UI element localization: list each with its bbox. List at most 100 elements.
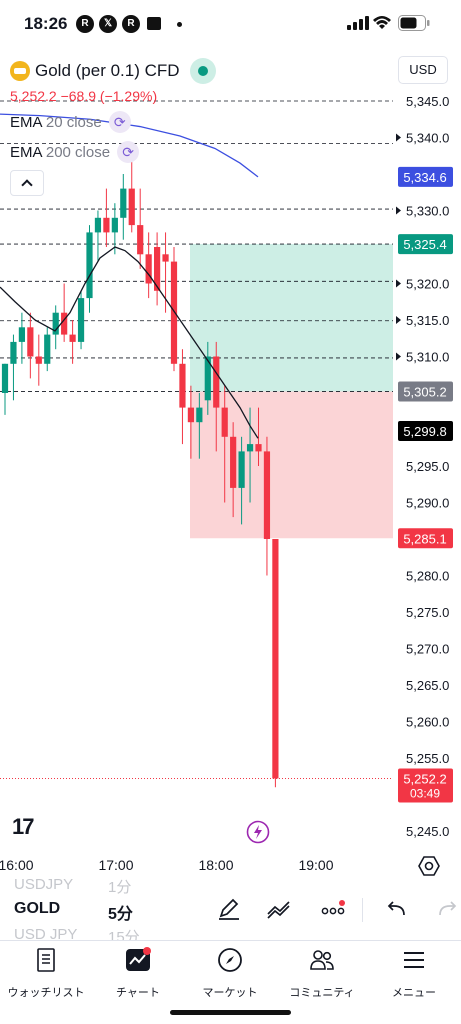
line-marker [396,279,401,288]
currency-button[interactable]: USD [398,56,448,84]
trend-lines-icon[interactable] [266,896,292,922]
price-axis-label: 5,345.0 [406,94,449,109]
status-time: 18:26 [24,14,68,33]
nav-label: コミュニティ [289,987,355,999]
candle [263,451,271,539]
candle [255,444,262,452]
refresh-icon[interactable]: ⟳ [108,111,131,133]
candle [10,341,17,364]
compass-icon [218,948,242,972]
indicator-params: 200 close [45,143,111,161]
price-tag-label: 5,305.2 [403,385,446,400]
candle [111,217,118,233]
price-tag-label: 5,252.2 [403,771,446,786]
indicator-name: EMA [10,143,42,161]
active-timeframe[interactable]: 5分 [108,906,133,923]
menu-icon [404,952,424,968]
line-marker [396,206,401,215]
candle [221,407,228,437]
nav-label: メニュー [392,987,436,999]
undo-icon[interactable] [384,896,410,922]
chart-icon [126,947,151,971]
x-icon: 𝕏 [99,15,117,33]
price-tag [398,528,453,549]
pencil-icon[interactable] [216,896,242,922]
nav-chart[interactable]: チャート [92,947,184,1000]
chevron-up-icon [21,179,33,191]
indicator-ema200[interactable]: EMA 200 close ⟳ [10,141,140,163]
candle [230,436,237,488]
redo-icon[interactable] [434,896,460,922]
candle [162,254,169,262]
price-change: 5,252.2 −68.9 (−1.29%) [10,88,158,104]
price-tag [398,234,453,255]
signal-icon [347,16,369,30]
timeframe-option[interactable]: 1分 [108,879,132,896]
refresh-icon[interactable]: ⟳ [117,141,140,163]
home-indicator [170,1010,291,1015]
nav-menu[interactable]: メニュー [368,947,460,1000]
time-axis-label: 17:00 [98,857,133,873]
candle [246,444,254,452]
price-tag [398,420,453,441]
candle [187,407,194,423]
price-axis-label: 5,270.0 [406,642,449,657]
ema20-line [0,246,259,439]
candle [204,356,211,401]
more-options-icon[interactable] [320,896,346,922]
price-axis-label: 5,275.0 [406,605,449,620]
price-axis-label: 5,280.0 [406,569,449,584]
nav-market[interactable]: マーケット [184,947,276,1000]
indicator-name: EMA [10,113,42,131]
candle [179,363,186,408]
symbol-legend[interactable]: Gold (per 0.1) CFD [10,58,216,84]
collapse-legend-button[interactable] [10,170,44,196]
loss-zone [190,391,393,539]
price-tag-label: 5,299.8 [403,424,446,439]
symbol-name: Gold (per 0.1) CFD [35,61,180,80]
candle [170,261,178,364]
status-bar: 18:26 R 𝕏 R [0,0,461,50]
status-dot [177,22,182,27]
candle [103,217,110,233]
candle [35,356,42,364]
line-marker [396,352,401,361]
price-axis-label: 5,330.0 [406,204,449,219]
nav-community[interactable]: コミュニティ [276,947,368,1000]
candle [77,298,85,342]
lightning-icon[interactable] [246,820,270,844]
time-axis-label: 16:00 [0,857,34,873]
price-axis-label: 5,320.0 [406,277,449,292]
countdown-label: 03:49 [410,786,440,800]
price-axis-label: 5,265.0 [406,678,449,693]
candle [196,407,203,423]
settings-icon[interactable] [418,855,440,877]
symbol-option[interactable]: USDJPY [14,876,74,893]
time-axis-label: 19:00 [298,857,333,873]
indicator-params: 20 close [45,113,102,131]
indicator-ema20[interactable]: EMA 20 close ⟳ [10,111,131,133]
candle [94,217,102,233]
price-axis-label: 5,255.0 [406,751,449,766]
nav-label: ウォッチリスト [7,987,85,999]
line-marker [396,316,401,324]
market-open-icon [189,58,216,84]
price-axis-label: 5,295.0 [406,459,449,474]
candle [145,254,152,284]
profit-zone [190,244,393,392]
price-chart[interactable]: 5,345.05,340.05,335.05,330.05,325.05,320… [0,50,461,880]
price-axis-label: 5,315.0 [406,313,449,328]
active-symbol[interactable]: GOLD [14,900,61,917]
notification-icon [147,17,161,30]
r-app-icon: R [76,15,94,33]
candle [238,451,245,488]
nav-label: マーケット [202,987,258,999]
wifi-icon [373,16,391,29]
candle [137,225,144,255]
nav-watchlist[interactable]: ウォッチリスト [0,947,92,1000]
symbol-option[interactable]: USD JPY [14,926,78,943]
price-axis-label: 5,245.0 [406,824,449,839]
candle [61,312,68,335]
price-tag [398,381,453,402]
price-axis-label: 5,340.0 [406,131,449,146]
